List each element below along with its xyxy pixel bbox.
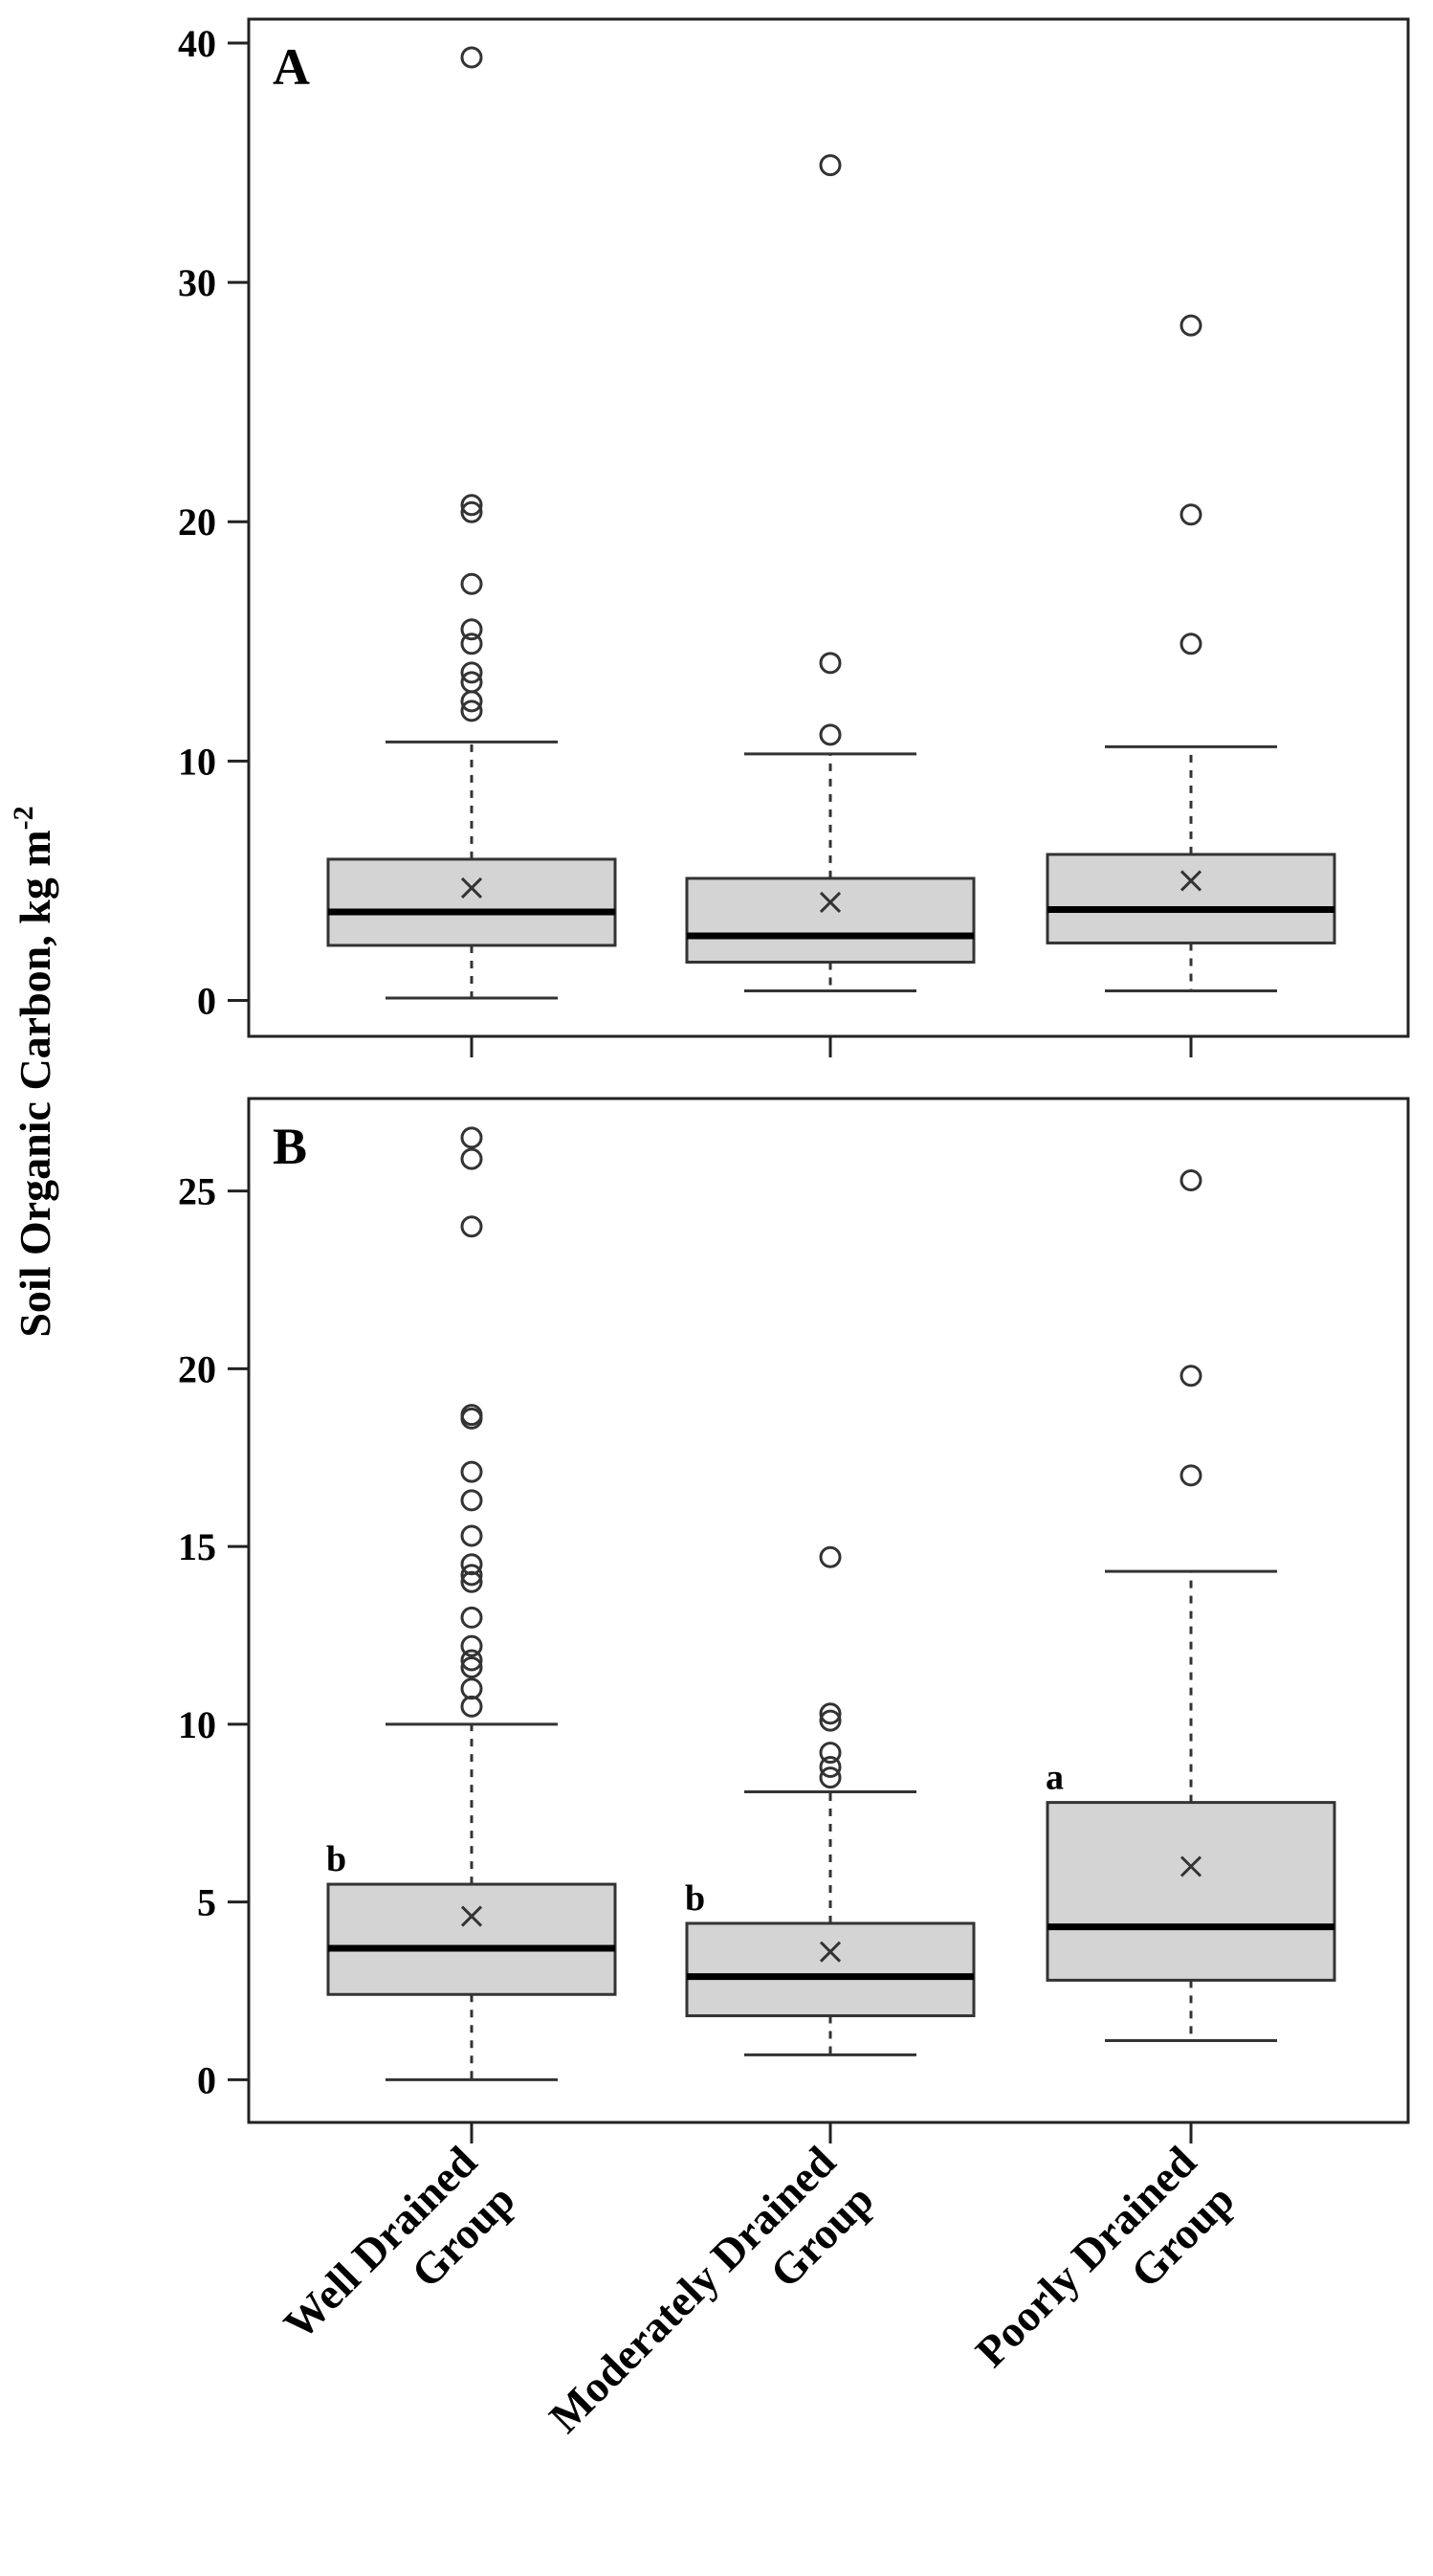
- panel-a-poorly-drained-group-box: [1046, 853, 1336, 944]
- panel-b-y-tick-label: 0: [197, 2058, 216, 2101]
- category-labels: Well DrainedGroup Moderately DrainedGroup…: [275, 2137, 1244, 2480]
- panel-a-well-drained-group-outlier: [460, 633, 483, 655]
- panel-b-well-drained-group-outlier: [460, 1695, 483, 1718]
- panel-a-moderately-drained-group-outlier: [819, 723, 842, 746]
- y-axis-title-superscript: -2: [8, 806, 39, 830]
- panel-b: 0 5 10 15 20 25 Bb b a: [178, 1097, 1410, 2143]
- panel-b-y-tick-label: 20: [178, 1347, 216, 1390]
- panel-b-poorly-drained-group-outlier: [1179, 1365, 1202, 1388]
- panel-a-well-drained-group-outlier: [460, 671, 483, 694]
- panel-b-moderately-drained-group-outlier: [819, 1545, 842, 1568]
- panel-a-y-tick-label: 40: [178, 22, 216, 65]
- panel-b-moderately-drained-group-outlier: [819, 1755, 842, 1778]
- panel-b-well-drained-group-outlier: [460, 1606, 483, 1629]
- panel-a-letter: A: [273, 38, 310, 96]
- panel-b-poorly-drained-group-outlier: [1179, 1168, 1202, 1191]
- panel-a-well-drained-group-outlier: [460, 494, 483, 517]
- panel-b-well-drained-group-outlier: [460, 1215, 483, 1238]
- panel-a-well-drained-group-outlier: [460, 500, 483, 523]
- panel-a-y-tick-label: 0: [197, 979, 216, 1022]
- panel-b-well-drained-group-outlier: [460, 1489, 483, 1512]
- panel-a-well-drained-group-outlier: [460, 661, 483, 684]
- panel-b-poorly-drained-group-box: [1046, 1801, 1336, 1982]
- panel-a-well-drained-group-outlier: [460, 46, 483, 69]
- panel-b-poorly-drained-group-significance-letter: a: [1046, 1758, 1064, 1798]
- panel-a-moderately-drained-group-outlier: [819, 154, 842, 177]
- panel-a-well-drained-group-box: [326, 857, 617, 947]
- panel-a-moderately-drained-group-mean-marker: [819, 891, 842, 913]
- panel-b-moderately-drained-group-outlier: [819, 1709, 842, 1732]
- panel-a-y-tick-label: 30: [178, 261, 216, 304]
- panel-b-moderately-drained-group-outlier: [819, 1702, 842, 1725]
- panel-b-poorly-drained-group-mean-marker: [1179, 1855, 1202, 1877]
- panel-a-y-tick-label: 20: [178, 500, 216, 544]
- panel-b-well-drained-group-mean-marker: [460, 1905, 483, 1927]
- category-label-moderately-drained-group: Moderately DrainedGroup: [540, 2137, 883, 2480]
- panel-a-moderately-drained-group-outlier: [819, 652, 842, 675]
- panel-b-moderately-drained-group-mean-marker: [819, 1941, 842, 1963]
- panel-a-well-drained-group-outlier: [460, 700, 483, 722]
- panel-b-moderately-drained-group-significance-letter: b: [685, 1878, 705, 1919]
- panel-b-y-tick-label: 10: [178, 1703, 216, 1746]
- panel-b-well-drained-group-outlier: [460, 1649, 483, 1672]
- y-axis-title-main: Soil Organic Carbon, kg m: [11, 830, 59, 1337]
- category-label-well-drained-group: Well DrainedGroup: [275, 2137, 524, 2387]
- panel-b-frame: [247, 1097, 1410, 2124]
- panel-b-well-drained-group-box: [326, 1882, 617, 1996]
- panel-a: 0 10 20 30 40 A: [178, 17, 1410, 1057]
- panel-b-y-tick-label: 5: [197, 1881, 216, 1924]
- panel-a-well-drained-group-outlier: [460, 618, 483, 641]
- y-axis-title: Soil Organic Carbon, kg m-2: [8, 806, 59, 1337]
- panel-a-poorly-drained-group-outlier: [1179, 633, 1202, 655]
- panel-a-moderately-drained-group-box: [685, 877, 976, 964]
- panel-b-well-drained-group-significance-letter: b: [326, 1839, 346, 1879]
- panel-b-well-drained-group-outlier: [460, 1147, 483, 1170]
- panel-b-well-drained-group-outlier: [460, 1553, 483, 1576]
- panel-b-well-drained-group-outlier: [460, 1564, 483, 1587]
- panel-a-well-drained-group-mean-marker: [460, 877, 483, 899]
- panel-b-moderately-drained-group-outlier: [819, 1742, 842, 1765]
- panel-b-moderately-drained-group-box: [685, 1921, 976, 2018]
- panel-b-y-tick-label: 15: [178, 1525, 216, 1568]
- panel-a-poorly-drained-group-outlier: [1179, 503, 1202, 526]
- panel-a-poorly-drained-group-mean-marker: [1179, 870, 1202, 892]
- y-axis-title-text: Soil Organic Carbon, kg m-2: [8, 806, 59, 1337]
- panel-b-well-drained-group-outlier: [460, 1126, 483, 1149]
- panel-a-y-tick-label: 10: [178, 740, 216, 783]
- panel-b-well-drained-group-outlier: [460, 1655, 483, 1678]
- panel-a-well-drained-group-outlier: [460, 572, 483, 595]
- panel-b-moderately-drained-group-outlier: [819, 1766, 842, 1789]
- panel-b-y-tick-label: 25: [178, 1170, 216, 1213]
- panel-b-well-drained-group-outlier: [460, 1524, 483, 1547]
- panel-b-poorly-drained-group-outlier: [1179, 1464, 1202, 1487]
- category-label-poorly-drained-group: Poorly DrainedGroup: [966, 2137, 1244, 2414]
- panel-a-poorly-drained-group-outlier: [1179, 314, 1202, 337]
- panel-b-well-drained-group-outlier: [460, 1404, 483, 1427]
- panel-b-well-drained-group-outlier: [460, 1677, 483, 1700]
- panel-b-well-drained-group-outlier: [460, 1634, 483, 1657]
- panel-a-frame: [247, 17, 1410, 1038]
- panel-b-letter: B: [273, 1118, 307, 1175]
- panel-b-well-drained-group-outlier: [460, 1460, 483, 1483]
